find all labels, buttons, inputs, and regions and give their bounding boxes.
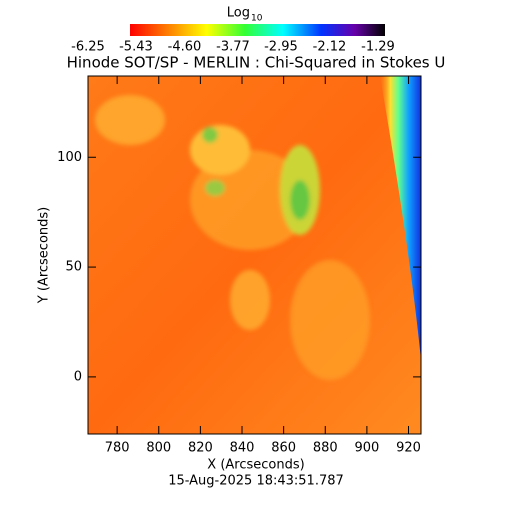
- x-tick-label: 820: [188, 441, 213, 456]
- y-tick-label: 100: [57, 150, 82, 165]
- colorbar-tick-label: -4.60: [168, 40, 202, 55]
- colorbar-tick-label: -6.25: [71, 40, 105, 55]
- colorbar-tick-label: -1.29: [361, 40, 395, 55]
- colorbar-tick-label: -5.43: [119, 40, 153, 55]
- chart-title: Hinode SOT/SP - MERLIN : Chi-Squared in …: [67, 54, 446, 72]
- plot-frame: [87, 75, 422, 435]
- colorbar: [130, 24, 385, 36]
- x-tick-label: 840: [230, 441, 255, 456]
- x-tick-label: 900: [354, 441, 379, 456]
- x-tick-label: 800: [146, 441, 171, 456]
- x-tick-label: 860: [271, 441, 296, 456]
- x-axis-label: X (Arcseconds): [207, 458, 304, 473]
- colorbar-tick-label: -3.77: [216, 40, 250, 55]
- y-tick-label: 0: [74, 369, 82, 384]
- colorbar-title: Log: [227, 6, 250, 21]
- x-tick-label: 780: [105, 441, 130, 456]
- x-tick-label: 880: [313, 441, 338, 456]
- image: [88, 76, 421, 434]
- colorbar-tick-label: -2.95: [264, 40, 298, 55]
- colorbar-tick-label: -2.12: [313, 40, 347, 55]
- y-axis-label: Y (Arcseconds): [37, 207, 52, 304]
- x-tick-label: 920: [396, 441, 421, 456]
- y-tick-label: 50: [65, 260, 82, 275]
- footer: 15-Aug-2025 18:43:51.787: [168, 474, 344, 489]
- colorbar-title-sub: 10: [251, 14, 263, 24]
